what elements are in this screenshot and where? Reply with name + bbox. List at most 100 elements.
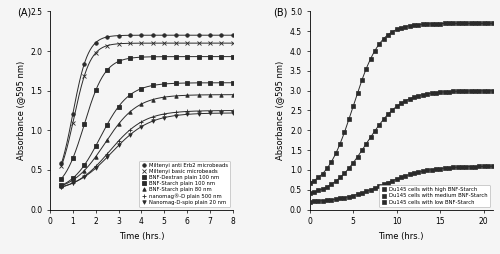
Du145 cells with medium BNF-Starch — [337, 176, 343, 179]
Du145 cells with medium BNF-Starch — [376, 123, 382, 126]
Du145 cells with high BNF-Starch — [316, 176, 322, 179]
Du145 cells with medium BNF-Starch — [316, 189, 322, 192]
Du145 cells with medium BNF-Starch — [485, 89, 491, 92]
Line: Du145 cells with high BNF-Starch: Du145 cells with high BNF-Starch — [308, 22, 494, 184]
Du145 cells with medium BNF-Starch — [363, 142, 369, 145]
Du145 cells with high BNF-Starch — [333, 152, 339, 155]
nanomag®-D plain 500 nm — [172, 111, 178, 114]
Du145 cells with medium BNF-Starch — [468, 89, 473, 92]
Du145 cells with low BNF-Starch — [485, 165, 491, 168]
Du145 cells with high BNF-Starch — [346, 118, 352, 121]
Du145 cells with medium BNF-Starch — [442, 90, 448, 93]
Du145 cells with low BNF-Starch — [450, 166, 456, 169]
BNF-Starch plain 100 nm — [82, 164, 87, 167]
Miltenyi basic microbeads — [207, 42, 213, 45]
Miltenyi anti Erb2 microbeads — [150, 34, 156, 37]
Du145 cells with high BNF-Starch — [363, 67, 369, 70]
BNF-Starch plain 100 nm — [104, 123, 110, 126]
Du145 cells with low BNF-Starch — [454, 166, 460, 169]
Miltenyi basic microbeads — [116, 42, 121, 45]
Du145 cells with medium BNF-Starch — [472, 89, 478, 92]
Du145 cells with high BNF-Starch — [442, 22, 448, 25]
Du145 cells with high BNF-Starch — [476, 22, 482, 25]
Du145 cells with low BNF-Starch — [442, 167, 448, 170]
nanomag®-D plain 500 nm — [82, 175, 87, 178]
Du145 cells with medium BNF-Starch — [311, 190, 317, 193]
Du145 cells with low BNF-Starch — [385, 181, 391, 184]
Du145 cells with high BNF-Starch — [433, 22, 439, 25]
Du145 cells with low BNF-Starch — [394, 178, 400, 181]
nanomag®-D plain 500 nm — [196, 109, 202, 113]
Du145 cells with high BNF-Starch — [454, 22, 460, 25]
Du145 cells with high BNF-Starch — [464, 22, 469, 25]
BNF-Starch plain 80 nm — [116, 122, 121, 125]
Miltenyi basic microbeads — [218, 42, 224, 45]
Du145 cells with medium BNF-Starch — [328, 183, 334, 186]
BNF-Starch plain 80 nm — [92, 155, 98, 158]
Miltenyi anti Erb2 microbeads — [70, 112, 76, 115]
Du145 cells with medium BNF-Starch — [450, 90, 456, 93]
Nanomag-D-spio plain 20 nm — [92, 167, 98, 170]
BNF-Dextran plain 100 nm — [58, 177, 64, 180]
BNF-Starch plain 100 nm — [230, 81, 236, 84]
Du145 cells with low BNF-Starch — [320, 199, 326, 202]
Du145 cells with medium BNF-Starch — [476, 89, 482, 92]
Du145 cells with low BNF-Starch — [411, 172, 417, 175]
Du145 cells with high BNF-Starch — [354, 91, 360, 94]
BNF-Dextran plain 100 nm — [162, 55, 168, 58]
Du145 cells with high BNF-Starch — [324, 167, 330, 170]
Nanomag-D-spio plain 20 nm — [184, 113, 190, 116]
BNF-Starch plain 80 nm — [172, 94, 178, 98]
Miltenyi basic microbeads — [184, 42, 190, 45]
BNF-Dextran plain 100 nm — [82, 123, 87, 126]
Du145 cells with medium BNF-Starch — [464, 89, 469, 92]
Du145 cells with medium BNF-Starch — [320, 187, 326, 190]
Line: Miltenyi basic microbeads: Miltenyi basic microbeads — [59, 41, 236, 168]
Nanomag-D-spio plain 20 nm — [230, 112, 236, 115]
BNF-Dextran plain 100 nm — [127, 57, 133, 60]
nanomag®-D plain 500 nm — [138, 120, 144, 123]
Miltenyi anti Erb2 microbeads — [82, 62, 87, 65]
Miltenyi anti Erb2 microbeads — [92, 41, 98, 44]
Du145 cells with low BNF-Starch — [390, 179, 396, 182]
BNF-Starch plain 80 nm — [127, 110, 133, 113]
Nanomag-D-spio plain 20 nm — [70, 181, 76, 184]
BNF-Dextran plain 100 nm — [184, 55, 190, 58]
Du145 cells with low BNF-Starch — [459, 165, 465, 168]
BNF-Dextran plain 100 nm — [116, 60, 121, 63]
nanomag®-D plain 500 nm — [162, 113, 168, 116]
Du145 cells with high BNF-Starch — [368, 57, 374, 60]
Y-axis label: Absorbance (@595 nm): Absorbance (@595 nm) — [276, 61, 284, 160]
Nanomag-D-spio plain 20 nm — [150, 120, 156, 123]
nanomag®-D plain 500 nm — [218, 109, 224, 112]
Du145 cells with high BNF-Starch — [372, 49, 378, 52]
Du145 cells with high BNF-Starch — [485, 22, 491, 25]
nanomag®-D plain 500 nm — [184, 110, 190, 113]
Miltenyi basic microbeads — [138, 42, 144, 45]
Du145 cells with medium BNF-Starch — [394, 105, 400, 108]
Du145 cells with medium BNF-Starch — [324, 185, 330, 188]
nanomag®-D plain 500 nm — [150, 115, 156, 118]
Line: BNF-Starch plain 100 nm: BNF-Starch plain 100 nm — [60, 81, 234, 187]
Du145 cells with low BNF-Starch — [490, 165, 496, 168]
Du145 cells with medium BNF-Starch — [490, 89, 496, 92]
nanomag®-D plain 500 nm — [70, 182, 76, 185]
Du145 cells with low BNF-Starch — [380, 183, 386, 186]
Legend: Miltenyi anti Erb2 microbeads, Miltenyi basic microbeads, BNF-Dextran plain 100 : Miltenyi anti Erb2 microbeads, Miltenyi … — [139, 161, 230, 207]
Du145 cells with high BNF-Starch — [390, 30, 396, 33]
Du145 cells with high BNF-Starch — [490, 22, 496, 25]
Miltenyi basic microbeads — [104, 44, 110, 47]
nanomag®-D plain 500 nm — [104, 152, 110, 155]
Du145 cells with low BNF-Starch — [363, 190, 369, 193]
Du145 cells with low BNF-Starch — [438, 167, 444, 170]
Du145 cells with low BNF-Starch — [472, 165, 478, 168]
Du145 cells with low BNF-Starch — [328, 198, 334, 201]
BNF-Dextran plain 100 nm — [104, 69, 110, 72]
BNF-Starch plain 100 nm — [70, 177, 76, 180]
X-axis label: Time (hrs.): Time (hrs.) — [118, 232, 164, 241]
Du145 cells with high BNF-Starch — [411, 24, 417, 27]
Du145 cells with high BNF-Starch — [306, 181, 312, 184]
Du145 cells with high BNF-Starch — [337, 142, 343, 145]
Du145 cells with medium BNF-Starch — [459, 90, 465, 93]
Du145 cells with high BNF-Starch — [385, 33, 391, 36]
